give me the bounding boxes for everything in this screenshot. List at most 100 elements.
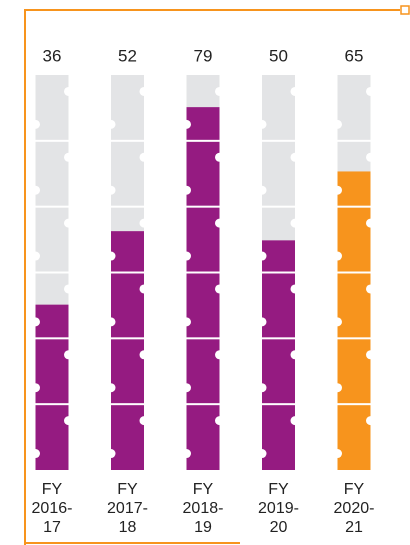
puzzle-gap	[337, 337, 371, 340]
puzzle-notch	[139, 416, 149, 426]
value-label: 52	[118, 46, 137, 65]
bar	[337, 171, 371, 470]
puzzle-gap	[35, 271, 69, 274]
x-tick-label: FY 2019-20	[258, 481, 299, 536]
puzzle-gap	[262, 139, 295, 142]
frame-corner	[400, 5, 410, 15]
puzzle-notch	[333, 185, 342, 195]
puzzle-notch	[64, 218, 73, 228]
puzzle-notch	[257, 383, 267, 393]
puzzle-gap	[337, 403, 371, 406]
puzzle-notch	[366, 416, 375, 426]
puzzle-notch	[106, 317, 116, 327]
puzzle-notch	[64, 284, 73, 294]
puzzle-notch	[290, 152, 300, 162]
puzzle-notch	[215, 416, 224, 426]
puzzle-gap	[111, 337, 144, 340]
value-label: 36	[43, 46, 62, 65]
puzzle-notch	[182, 383, 191, 393]
puzzle-notch	[257, 119, 267, 129]
puzzle-notch	[106, 251, 116, 261]
puzzle-notch	[290, 284, 300, 294]
puzzle-gap	[35, 205, 69, 208]
puzzle-notch	[139, 86, 149, 96]
puzzle-notch	[290, 416, 300, 426]
puzzle-notch	[366, 152, 375, 162]
puzzle-notch	[64, 152, 73, 162]
puzzle-notch	[31, 317, 40, 327]
puzzle-notch	[257, 251, 267, 261]
puzzle-notch	[333, 383, 342, 393]
bar	[186, 107, 220, 471]
puzzle-notch	[215, 152, 224, 162]
puzzle-notch	[64, 350, 73, 360]
puzzle-notch	[215, 86, 224, 96]
puzzle-notch	[290, 350, 300, 360]
puzzle-notch	[106, 185, 116, 195]
x-tick-label: FY 2016-17	[31, 481, 73, 536]
puzzle-notch	[257, 185, 267, 195]
bar	[111, 231, 144, 470]
puzzle-notch	[182, 185, 191, 195]
puzzle-gap	[262, 337, 295, 340]
puzzle-notch	[333, 251, 342, 261]
puzzle-gap	[111, 139, 144, 142]
puzzle-notch	[257, 317, 267, 327]
bar	[35, 304, 69, 470]
puzzle-gap	[111, 403, 144, 406]
puzzle-notch	[366, 284, 375, 294]
puzzle-gap	[186, 139, 220, 142]
puzzle-notch	[64, 86, 73, 96]
puzzle-gap	[337, 205, 371, 208]
puzzle-gap	[186, 337, 220, 340]
puzzle-notch	[106, 449, 116, 459]
x-tick-label: FY 2020-21	[333, 481, 375, 536]
puzzle-notch	[31, 119, 40, 129]
puzzle-notch	[182, 119, 191, 129]
puzzle-notch	[182, 251, 191, 261]
puzzle-gap	[262, 403, 295, 406]
puzzle-gap	[186, 271, 220, 274]
puzzle-notch	[106, 383, 116, 393]
puzzle-notch	[215, 218, 224, 228]
puzzle-notch	[31, 251, 40, 261]
puzzle-notch	[366, 218, 375, 228]
puzzle-notch	[257, 449, 267, 459]
puzzle-notch	[290, 86, 300, 96]
puzzle-notch	[290, 218, 300, 228]
puzzle-notch	[139, 350, 149, 360]
puzzle-notch	[182, 449, 191, 459]
puzzle-gap	[262, 271, 295, 274]
puzzle-notch	[333, 317, 342, 327]
puzzle-notch	[215, 350, 224, 360]
puzzle-gap	[111, 271, 144, 274]
puzzle-notch	[366, 350, 375, 360]
puzzle-notch	[106, 119, 116, 129]
bar	[262, 240, 295, 470]
puzzle-gap	[35, 337, 69, 340]
puzzle-notch	[139, 218, 149, 228]
puzzle-notch	[64, 416, 73, 426]
puzzle-gap	[337, 271, 371, 274]
puzzle-gap	[35, 403, 69, 406]
puzzle-gap	[186, 205, 220, 208]
puzzle-notch	[139, 152, 149, 162]
puzzle-notch	[31, 449, 40, 459]
value-label: 65	[345, 46, 364, 65]
puzzle-notch	[215, 284, 224, 294]
puzzle-gap	[35, 139, 69, 142]
puzzle-notch	[333, 119, 342, 129]
puzzle-notch	[333, 449, 342, 459]
value-label: 50	[269, 46, 288, 65]
x-tick-label: FY 2017-18	[107, 481, 148, 536]
puzzle-gap	[186, 403, 220, 406]
puzzle-gap	[111, 205, 144, 208]
frame	[24, 9, 400, 545]
value-label: 79	[194, 46, 213, 65]
puzzle-notch	[31, 185, 40, 195]
puzzle-notch	[182, 317, 191, 327]
puzzle-gap	[337, 139, 371, 142]
puzzle-notch	[139, 284, 149, 294]
